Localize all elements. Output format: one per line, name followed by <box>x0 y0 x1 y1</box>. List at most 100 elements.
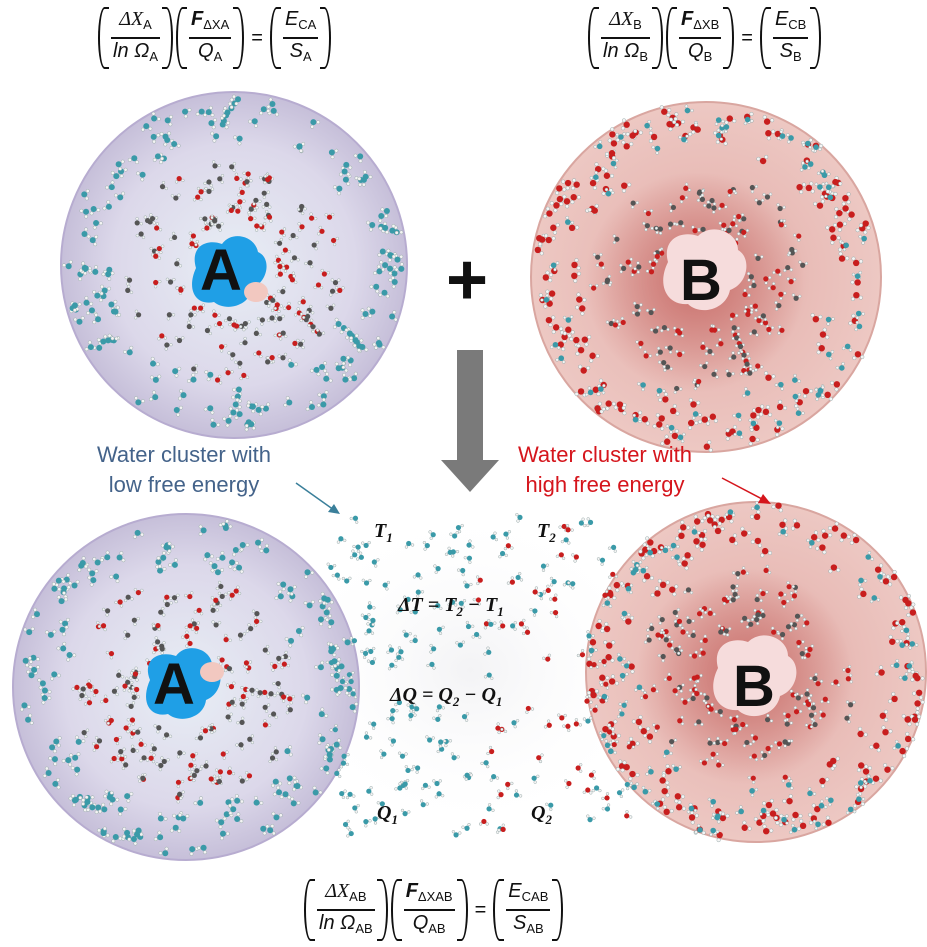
water-molecule <box>673 618 683 628</box>
water-molecule <box>247 213 257 222</box>
water-molecule <box>643 350 652 359</box>
equation-top-left: ΔXA ln ΩA FΔXA QA = ECA SA <box>98 7 332 69</box>
water-molecule <box>268 755 279 764</box>
water-molecule <box>693 719 704 727</box>
water-molecule <box>116 669 125 679</box>
water-molecule <box>218 344 228 353</box>
water-molecule <box>819 777 830 789</box>
water-molecule <box>721 596 731 606</box>
water-molecule <box>323 747 333 759</box>
water-molecule <box>759 320 770 329</box>
water-molecule <box>814 385 825 394</box>
water-molecule <box>503 530 512 540</box>
water-molecule <box>668 202 677 213</box>
water-molecule <box>189 846 199 856</box>
water-molecule <box>748 435 760 446</box>
water-molecule <box>391 254 404 263</box>
water-molecule <box>225 681 236 690</box>
water-molecule <box>747 775 756 784</box>
water-molecule <box>480 760 490 769</box>
water-molecule <box>864 774 873 785</box>
water-molecule <box>698 647 706 658</box>
water-molecule <box>149 390 159 402</box>
water-molecule <box>842 664 852 674</box>
water-molecule <box>610 158 619 170</box>
water-molecule <box>135 231 146 240</box>
water-molecule <box>275 268 283 278</box>
water-molecule <box>906 660 915 671</box>
water-molecule <box>899 639 909 648</box>
water-molecule <box>466 539 475 549</box>
water-molecule <box>619 263 627 274</box>
water-molecule <box>378 212 389 223</box>
water-molecule <box>81 728 90 739</box>
water-molecule <box>238 693 249 702</box>
water-molecule <box>131 616 140 626</box>
water-molecule <box>118 747 126 758</box>
label-high-line-1: Water cluster with <box>517 442 692 467</box>
water-molecule <box>715 136 728 146</box>
water-molecule <box>228 803 237 816</box>
water-molecule <box>234 360 243 370</box>
water-molecule <box>353 153 364 164</box>
solute-a-top <box>192 236 268 307</box>
water-molecule <box>799 161 808 172</box>
water-molecule <box>349 549 358 560</box>
water-molecule <box>255 404 265 417</box>
water-molecule <box>669 404 680 416</box>
water-molecule <box>126 717 136 726</box>
water-molecule <box>575 343 585 356</box>
water-molecule <box>711 810 723 820</box>
water-molecule <box>591 785 602 793</box>
water-molecule <box>632 413 642 423</box>
water-molecule <box>749 303 758 312</box>
solute-b-top-label: B <box>680 248 722 313</box>
water-molecule <box>330 672 340 683</box>
water-molecule <box>92 219 103 230</box>
water-molecule <box>560 537 571 545</box>
water-molecule <box>694 673 703 683</box>
water-molecule <box>895 619 907 629</box>
water-molecule <box>386 644 395 654</box>
water-molecule <box>352 803 360 814</box>
water-molecule <box>704 348 715 356</box>
water-molecule <box>515 512 523 523</box>
water-molecule <box>659 773 670 785</box>
water-molecule <box>164 342 173 351</box>
water-molecule <box>801 140 812 150</box>
water-molecule <box>70 766 81 777</box>
water-molecule <box>152 636 161 646</box>
water-molecule <box>549 610 559 619</box>
water-molecule <box>681 552 694 561</box>
water-molecule <box>127 155 139 165</box>
water-molecule <box>422 540 430 551</box>
water-molecule <box>571 553 579 563</box>
water-molecule <box>728 351 737 361</box>
water-molecule <box>631 715 643 726</box>
water-molecule <box>854 320 863 332</box>
water-molecule <box>273 254 282 265</box>
water-molecule <box>196 844 207 855</box>
water-molecule <box>835 361 845 371</box>
water-molecule <box>220 750 229 760</box>
water-molecule <box>652 723 660 733</box>
water-molecule <box>669 584 679 597</box>
water-molecule <box>373 264 383 276</box>
water-molecule <box>776 399 788 411</box>
water-molecule <box>608 739 619 748</box>
water-molecule <box>744 367 753 376</box>
q1-label: Q1 <box>377 802 398 827</box>
water-molecule <box>760 750 768 761</box>
water-molecule <box>352 544 361 553</box>
water-molecule <box>465 620 475 630</box>
water-molecule <box>378 289 390 299</box>
water-molecule <box>79 208 90 219</box>
water-molecule <box>696 609 705 619</box>
water-molecule <box>680 520 691 531</box>
water-molecule <box>612 319 621 330</box>
water-molecule <box>438 739 447 748</box>
water-molecule <box>66 652 77 662</box>
water-molecule <box>856 793 866 802</box>
water-molecule <box>409 634 418 644</box>
water-molecule <box>155 564 167 574</box>
